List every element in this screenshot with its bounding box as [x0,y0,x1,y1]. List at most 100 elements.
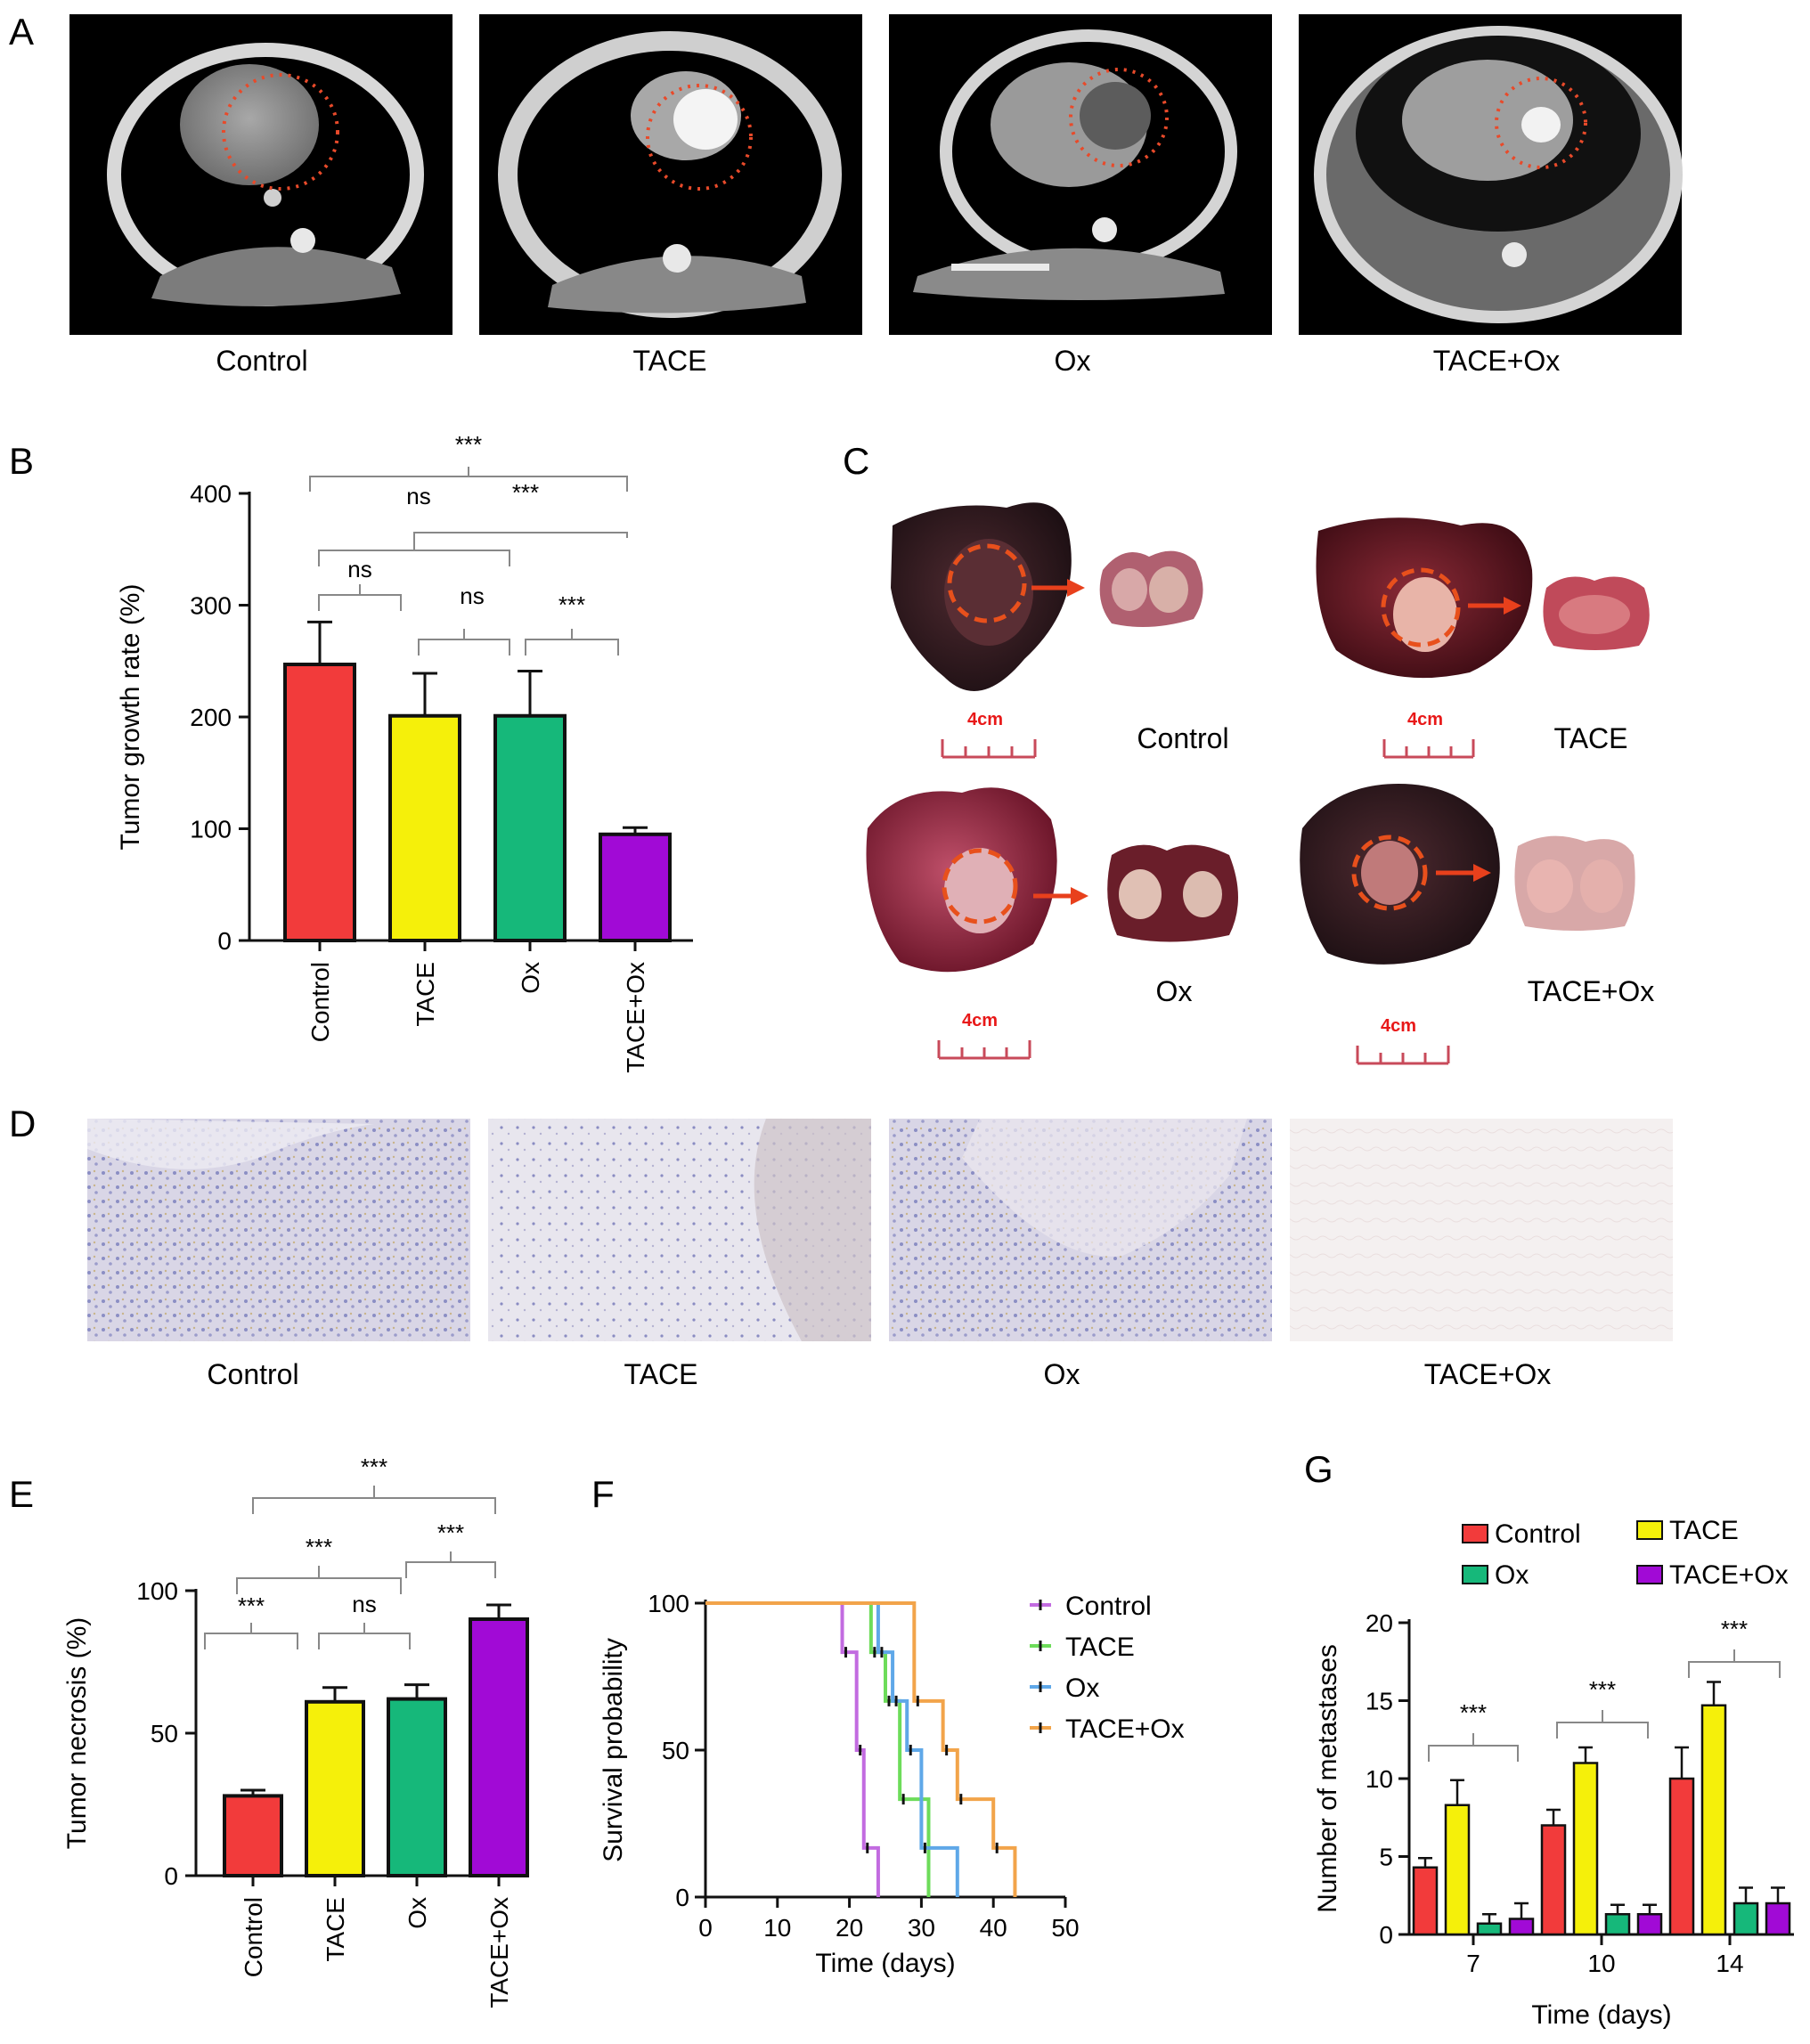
y-tick-label: 0 [164,1862,178,1890]
x-tick-label: 50 [1051,1914,1079,1942]
panel-d: D Control TACE Ox TACE+Ox [9,1103,1673,1390]
caption-a-tace: TACE [633,345,707,377]
ct-image-ox [889,14,1272,335]
legend-label-ox: Ox [1495,1560,1529,1590]
caption-d-tace-ox: TACE+Ox [1424,1358,1552,1390]
y-tick-label: 0 [1379,1921,1393,1949]
scale-label-control: 4cm [967,710,1003,729]
caption-c-tace: TACE [1554,722,1628,754]
panel-f: F 0 50 100 0 10 20 30 40 50 Control TACE Ox TACE+Ox S… [591,1473,1185,1978]
panel-label-d: D [9,1103,36,1144]
bar-tace [305,1699,365,1878]
liver-photo-ox [866,787,1238,973]
sig-e-ox-taceox: *** [437,1519,464,1546]
liver-photo-tace [1316,517,1650,679]
x-axis-label: Time (days) [815,1949,955,1978]
bar-tace-ox-10 [1636,1913,1663,1936]
legend-label-ox: Ox [1065,1673,1099,1703]
sig-b-control-taceox: *** [455,431,482,458]
x-tick-label: 14 [1716,1950,1743,1977]
scale-label-tace: 4cm [1407,710,1443,729]
x-tick-label: TACE [322,1897,349,1962]
ct-image-control [69,14,452,335]
chart-f: 0 50 100 0 10 20 30 40 50 Control TACE Ox TACE+Ox Sur… [599,1590,1185,1978]
legend-label-control: Control [1495,1519,1581,1549]
legend-swatch-tace-ox [1636,1565,1663,1584]
x-tick-label: 30 [908,1914,935,1942]
x-tick-label: 40 [980,1914,1007,1942]
legend-label-tace: TACE [1669,1516,1739,1545]
bar-ox-10 [1604,1913,1631,1936]
y-axis-label: Number of metastases [1313,1644,1342,1913]
y-tick-label: 100 [648,1590,689,1617]
legend-swatch-ox [1462,1565,1488,1584]
x-tick-label: TACE+Ox [622,962,649,1073]
caption-a-control: Control [216,345,307,377]
bar-control [223,1794,283,1878]
x-tick-label: TACE [412,962,439,1027]
sig-b-tace-ox: ns [460,582,484,609]
y-tick-label: 100 [190,816,232,843]
caption-c-control: Control [1137,722,1228,754]
chart-b: 0 100 200 300 400 Control TACE Ox TACE+Ox Tumor g… [116,480,693,1073]
histology-control [87,1119,470,1341]
sig-b-tace-taceox: *** [512,479,539,506]
y-tick-label: 10 [1366,1765,1393,1793]
x-tick-label: Ox [517,962,544,994]
y-tick-label: 400 [190,480,232,508]
ct-image-tace-ox [1299,14,1683,335]
caption-c-tace-ox: TACE+Ox [1528,975,1655,1007]
x-axis-label: Time (days) [1531,2000,1671,2030]
bar-tace-7 [1444,1804,1471,1936]
bar-ox [493,713,567,942]
histology-ox [889,1119,1272,1341]
caption-a-tace-ox: TACE+Ox [1433,345,1561,377]
bar-tace-ox [599,832,672,943]
x-tick-label: Control [240,1897,267,1977]
chart-e: 0 50 100 Control TACE Ox TACE+Ox Tumor necrosis… [62,1577,529,2008]
x-tick-label: 10 [1587,1950,1615,1977]
y-tick-label: 50 [662,1737,689,1764]
x-tick-label: Ox [404,1897,431,1929]
sig-e-tace-ox: ns [352,1591,376,1617]
bar-ox-14 [1733,1901,1759,1936]
panel-label-c: C [843,440,869,482]
y-tick-label: 5 [1379,1844,1393,1871]
bar-tace-14 [1700,1704,1727,1936]
x-tick-label: 20 [836,1914,863,1942]
scale-label-tace-ox: 4cm [1381,1016,1416,1036]
panel-c: C [843,440,1655,1065]
histology-tace [488,1119,871,1341]
liver-photo-tace-ox [1300,784,1635,965]
legend-label-control: Control [1065,1592,1152,1621]
x-tick-label: 7 [1466,1950,1480,1977]
histology-tace-ox [1290,1119,1673,1341]
sig-g-day7: *** [1460,1699,1487,1726]
y-axis-label: Tumor growth rate (%) [116,584,145,851]
legend-swatch-tace [1636,1520,1663,1540]
caption-d-control: Control [207,1358,298,1390]
bar-control-14 [1668,1777,1695,1936]
bar-control-10 [1540,1824,1567,1936]
y-axis-label: Survival probability [599,1638,628,1862]
liver-photo-control [891,502,1203,691]
legend-label-tace: TACE [1065,1633,1135,1662]
sig-e-control-tace: *** [238,1592,265,1619]
panel-g: G 0 5 10 15 20 7 10 14 Control TACE Ox TACE+Ox Numbe… [1304,1448,1794,2030]
bar-tace [388,713,461,942]
km-line-control [705,1601,880,1897]
caption-d-ox: Ox [1044,1358,1080,1390]
panel-e: E 0 50 100 Control TACE Ox TACE+Ox Tumor necros… [9,1454,529,2008]
bar-control [283,663,356,942]
sig-e-control-taceox: *** [361,1454,387,1480]
x-tick-label: Control [306,962,334,1042]
legend-label-tace-ox: TACE+Ox [1065,1714,1185,1744]
panel-label-a: A [9,11,34,53]
sig-g-day10: *** [1589,1676,1616,1703]
caption-d-tace: TACE [624,1358,698,1390]
x-tick-label: 0 [698,1914,713,1942]
bar-tace-ox-14 [1765,1901,1791,1936]
significance-brackets-b [309,467,628,656]
y-tick-label: 20 [1366,1609,1393,1637]
y-tick-label: 50 [151,1720,178,1747]
